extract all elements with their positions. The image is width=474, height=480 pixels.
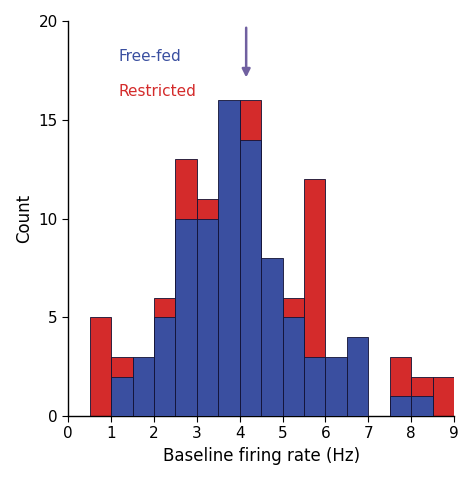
Bar [347,337,368,416]
Bar [390,396,411,416]
Bar [390,357,411,416]
Bar [304,179,326,416]
Bar [197,199,219,416]
Bar [240,140,261,416]
Bar [411,376,433,416]
Bar [154,317,175,416]
Bar [240,100,261,416]
Bar [219,100,240,416]
Text: Restricted: Restricted [118,84,196,99]
Bar [90,317,111,416]
Bar [304,357,326,416]
Bar [433,376,454,416]
Bar [261,258,283,416]
Bar [411,396,433,416]
Bar [175,218,197,416]
Bar [175,159,197,416]
Y-axis label: Count: Count [15,194,33,243]
Bar [326,357,347,416]
Text: Free-fed: Free-fed [118,48,181,64]
Bar [154,298,175,416]
Bar [111,376,133,416]
Bar [283,298,304,416]
Bar [111,357,133,416]
X-axis label: Baseline firing rate (Hz): Baseline firing rate (Hz) [163,447,360,465]
Bar [133,357,154,416]
Bar [283,317,304,416]
Bar [197,218,219,416]
